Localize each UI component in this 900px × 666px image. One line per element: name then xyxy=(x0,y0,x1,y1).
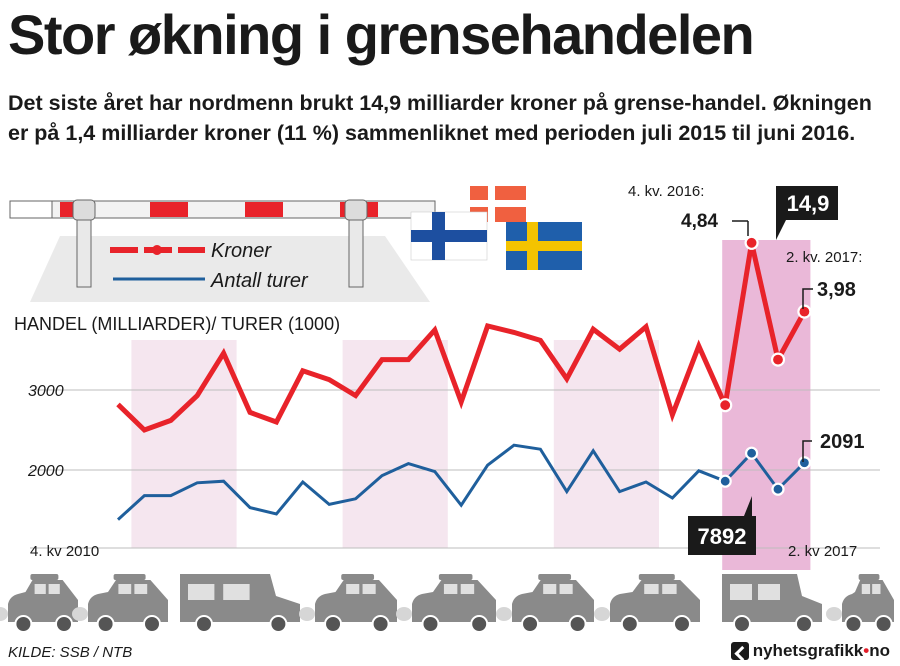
y-axis-title: HANDEL (MILLIARDER)/ TURER (1000) xyxy=(14,314,340,334)
kroner-point xyxy=(744,235,759,250)
legend: Kroner Antall turer xyxy=(110,240,309,292)
car-icon xyxy=(496,574,594,633)
kroner-point xyxy=(770,352,786,367)
sweden-flag-icon xyxy=(506,222,582,270)
kroner-highlight-line xyxy=(722,242,807,406)
x-start-label: 4. kv 2010 xyxy=(30,543,99,560)
car-icon xyxy=(594,574,700,633)
legend-kroner-label: Kroner xyxy=(211,240,272,262)
chart-subtitle: Det siste året har nordmenn brukt 14,9 m… xyxy=(8,91,872,145)
logo-dot: • xyxy=(863,641,870,660)
finland-flag-icon xyxy=(410,211,488,261)
source-credit: KILDE: SSB / NTB xyxy=(8,644,133,661)
kroner-point xyxy=(797,304,812,319)
peak-value-label: 4,84 xyxy=(681,211,718,232)
y-tick-label-2000: 2000 xyxy=(27,463,64,480)
last-turer-value: 2091 xyxy=(820,431,865,453)
camper-icon xyxy=(722,574,822,633)
car-icon xyxy=(72,574,168,633)
logo-arrow-icon xyxy=(730,642,749,660)
turer-point xyxy=(771,482,785,496)
year-band-2011 xyxy=(131,340,237,548)
car-icon xyxy=(396,574,496,633)
y-tick-label-3000: 3000 xyxy=(28,383,64,400)
x-end-label: 2. kv 2017 xyxy=(788,543,857,560)
legend-turer-label: Antall turer xyxy=(210,270,309,292)
q2-2017-label: 2. kv. 2017: xyxy=(786,249,862,266)
turer-highlight-line xyxy=(724,450,806,492)
car-icon xyxy=(299,574,397,633)
last-year-highlight-band xyxy=(722,240,811,570)
turer-point xyxy=(797,456,812,470)
logo-suffix: no xyxy=(869,641,890,660)
q4-2016-label: 4. kv. 2016: xyxy=(628,183,704,200)
grid-lines: 3000 2000 xyxy=(27,383,880,549)
year-band-2013 xyxy=(342,340,448,548)
car-icon xyxy=(826,574,894,633)
turer-point xyxy=(744,446,759,460)
last-kroner-value: 3,98 xyxy=(817,279,856,301)
year-bands xyxy=(131,240,811,570)
chart-title: Stor økning i grensehandelen xyxy=(8,3,755,66)
nyhetsgrafikk-logo: nyhetsgrafikk • no xyxy=(730,640,890,662)
annotations: 4. kv. 2016: 4,84 14,9 2. kv. 2017: 3,98… xyxy=(30,183,865,560)
logo-text: nyhetsgrafikk xyxy=(752,641,864,660)
legend-kroner-marker xyxy=(152,245,162,255)
car-icon xyxy=(0,574,78,633)
year-trips-callout xyxy=(688,496,756,555)
kroner-point xyxy=(718,398,733,413)
year-trips-value: 7892 xyxy=(698,524,747,549)
turer-point xyxy=(718,474,732,488)
camper-icon xyxy=(180,574,300,633)
year-total-callout xyxy=(776,186,838,240)
vehicle-queue-illustration xyxy=(0,574,894,633)
kroner-line xyxy=(116,322,728,433)
series-layer xyxy=(116,235,812,521)
year-total-value: 14,9 xyxy=(787,191,830,216)
turer-line xyxy=(116,443,726,521)
